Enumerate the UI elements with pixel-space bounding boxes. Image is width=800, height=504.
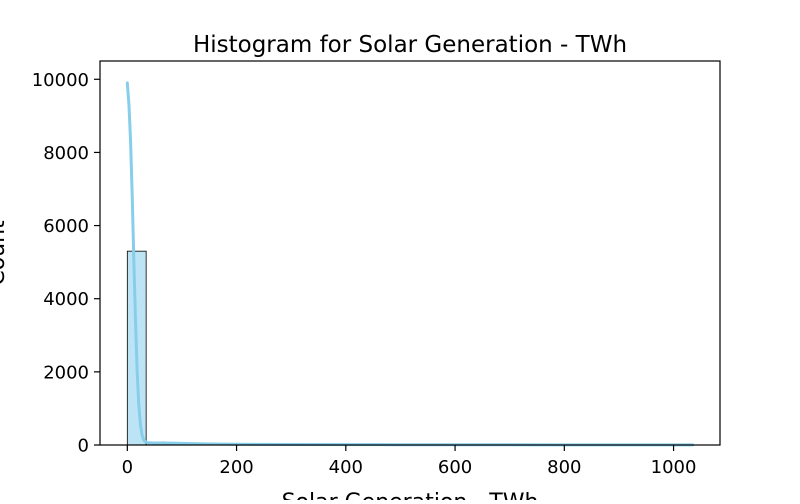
x-tick-label: 1000 <box>651 457 697 478</box>
y-tick-label: 2000 <box>43 362 89 383</box>
y-tick-label: 0 <box>78 436 89 457</box>
x-tick-label: 400 <box>329 457 363 478</box>
histogram-bars <box>127 251 692 445</box>
x-tick-label: 200 <box>219 457 253 478</box>
x-axis: 0 200 400 600 800 1000 <box>122 445 697 478</box>
x-axis-label: Solar Generation - TWh <box>282 490 539 500</box>
y-axis: 0 2000 4000 6000 8000 10000 <box>32 70 100 457</box>
chart-title: Histogram for Solar Generation - TWh <box>193 32 627 58</box>
y-axis-label: Count <box>0 220 10 286</box>
y-tick-label: 4000 <box>43 289 89 310</box>
x-tick-label: 600 <box>438 457 472 478</box>
kde-curve <box>127 83 692 445</box>
y-tick-label: 6000 <box>43 216 89 237</box>
x-tick-label: 800 <box>547 457 581 478</box>
y-tick-label: 10000 <box>32 70 89 91</box>
y-tick-label: 8000 <box>43 143 89 164</box>
x-tick-label: 0 <box>122 457 133 478</box>
plot-frame <box>100 61 720 445</box>
